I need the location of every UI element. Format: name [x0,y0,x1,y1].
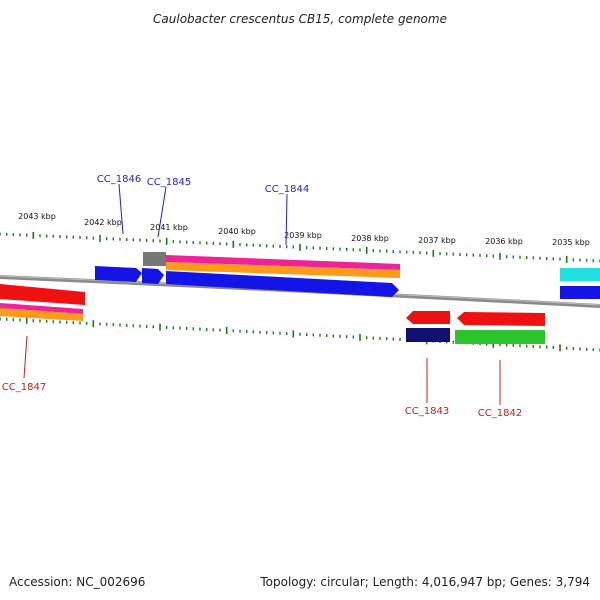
label-leader [285,193,288,246]
gene-label-cc-1844[interactable]: CC_1844 [265,184,309,195]
scale-label: 2041 kbp [150,223,188,232]
gene-cc-1845-gene[interactable] [143,252,166,266]
gene-blue-feature-right[interactable] [560,286,600,299]
gene-cc-1847-orange-band[interactable] [0,308,83,321]
gene-label-cc-1847[interactable]: CC_1847 [2,382,46,393]
gene-cc-1844-cds[interactable] [166,271,399,297]
scale-label: 2035 kbp [552,238,590,247]
scale-label: 2037 kbp [418,236,456,245]
gene-cc-1847-magenta-band[interactable] [0,303,83,314]
gene-cc-1842-cds[interactable] [457,312,545,326]
gene-label-cc-1842[interactable]: CC_1842 [478,408,522,419]
genome-title: Caulobacter crescentus CB15, complete ge… [153,12,447,26]
gene-cyan-feature[interactable] [560,268,600,281]
gene-cc-1843-gene[interactable] [406,328,450,342]
scale-ticks-top [0,231,600,263]
reverse-strand [0,284,545,344]
label-leader [118,183,124,235]
scale-label: 2039 kbp [284,231,322,240]
gene-cc-1843-cds[interactable] [406,311,450,324]
scale-label: 2036 kbp [485,237,523,246]
gene-cc-1842-gene[interactable] [455,330,545,344]
scale-label: 2038 kbp [351,234,389,243]
forward-strand [95,252,600,299]
gene-cc-1844-magenta-band[interactable] [166,255,400,270]
label-leader [23,335,28,379]
gene-cc-1844-orange-band[interactable] [166,262,400,278]
gene-cc-1846-cds[interactable] [95,266,142,282]
scale-label: 2042 kbp [84,218,122,227]
gene-cc-1845-cds[interactable] [142,268,164,284]
scale-ticks-bottom [0,316,600,352]
genome-summary-text: Topology: circular; Length: 4,016,947 bp… [259,575,590,589]
scale-label: 2043 kbp [18,212,56,221]
gene-label-cc-1845[interactable]: CC_1845 [147,177,191,188]
forward-gene-labels: CC_1846 CC_1845 CC_1844 [97,174,309,246]
gene-label-cc-1846[interactable]: CC_1846 [97,174,141,185]
label-leader [157,186,167,238]
gene-cc-1847-cds[interactable] [0,284,85,305]
reverse-gene-labels: CC_1847 CC_1843 CC_1842 [2,335,522,419]
scale-label: 2040 kbp [218,227,256,236]
accession-text: Accession: NC_002696 [9,575,145,589]
scale-labels: 2043 kbp 2042 kbp 2041 kbp 2040 kbp 2039… [18,212,590,247]
gene-label-cc-1843[interactable]: CC_1843 [405,406,449,417]
